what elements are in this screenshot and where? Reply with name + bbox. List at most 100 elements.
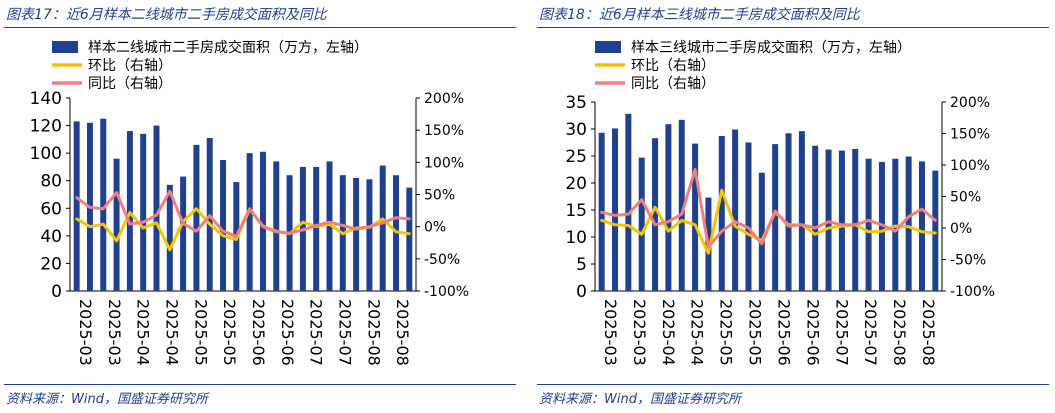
bar: [113, 158, 120, 291]
left-tick-label: 35: [565, 93, 587, 113]
bar: [812, 145, 819, 291]
bar: [73, 121, 80, 291]
right-tick-label: -100%: [950, 284, 995, 300]
x-tick-label: 2025-08: [919, 299, 938, 366]
x-tick-label: 2025-05: [191, 299, 210, 366]
left-tick-label: 20: [565, 174, 587, 194]
x-tick-label: 2025-08: [890, 299, 909, 366]
bar: [246, 153, 253, 291]
right-tick-label: 0%: [424, 220, 446, 236]
x-tick-label: 2025-04: [688, 299, 707, 366]
bar: [313, 166, 320, 291]
bar: [273, 161, 280, 291]
bar: [745, 142, 752, 291]
legend-label: 样本二线城市二手房成交面积（万方，左轴）: [88, 39, 368, 56]
x-tick-label: 2025-06: [249, 299, 268, 366]
title-rule: [4, 27, 516, 28]
bar: [785, 133, 792, 291]
bar: [852, 148, 859, 291]
right-tick-label: 50%: [424, 188, 455, 204]
bar: [798, 131, 805, 291]
left-tick-label: 30: [565, 120, 587, 140]
legend-label: 同比（右轴）: [631, 76, 715, 92]
right-tick-label: 100%: [950, 158, 990, 174]
chart-panel-right: 图表18：近6月样本三线城市二手房成交面积及同比 0 5 10 15 20 25 30 35 -…: [533, 0, 1053, 413]
left-tick-label: 25: [565, 147, 587, 167]
legend-label: 环比（右轴）: [88, 58, 172, 74]
x-tick-label: 2025-07: [335, 299, 354, 366]
bar: [718, 136, 725, 291]
chart-panel-left: 图表17：近6月样本二线城市二手房成交面积及同比 0 20 40 60 80 100 120…: [0, 0, 520, 413]
bar: [638, 157, 645, 291]
legend-label: 同比（右轴）: [88, 76, 172, 92]
right-tick-label: 200%: [950, 95, 990, 111]
left-tick-label: 15: [565, 201, 587, 221]
yoy-line: [75, 189, 411, 238]
x-tick-label: 2025-08: [364, 299, 383, 366]
x-tick-label: 2025-07: [832, 299, 851, 366]
left-tick-label: 0: [51, 282, 62, 302]
left-tick-label: 10: [565, 228, 587, 248]
bar: [612, 128, 619, 291]
x-tick-label: 2025-03: [601, 299, 620, 366]
bar: [366, 179, 373, 291]
left-tick-label: 0: [576, 282, 587, 302]
x-tick-label: 2025-03: [76, 299, 95, 366]
left-tick-label: 120: [30, 117, 62, 137]
bar: [193, 144, 200, 291]
left-tick-label: 20: [40, 254, 62, 274]
bar: [259, 151, 266, 291]
bar: [326, 161, 333, 291]
bar: [692, 143, 699, 291]
x-tick-label: 2025-03: [630, 299, 649, 366]
x-tick-label: 2025-06: [774, 299, 793, 366]
right-tick-label: 100%: [424, 155, 464, 171]
legend-swatch-bar: [52, 41, 78, 53]
bar: [166, 184, 173, 291]
bar: [625, 113, 632, 291]
yoy-line: [600, 167, 937, 249]
left-tick-label: 5: [576, 255, 587, 275]
bar: [905, 156, 912, 291]
x-tick-label: 2025-04: [659, 299, 678, 366]
legend-swatch-bar: [595, 41, 621, 53]
right-tick-label: -50%: [950, 253, 986, 269]
bar: [140, 133, 147, 291]
bar: [932, 170, 939, 291]
chart-left-svg: 0 20 40 60 80 100 120 140 -100% -50% 0% 50% 100% 150%…: [30, 39, 470, 366]
source-note: 资料来源：Wind，国盛证券研究所: [6, 392, 208, 407]
x-tick-label: 2025-05: [717, 299, 736, 366]
source-rule: [4, 384, 516, 385]
x-tick-label: 2025-04: [134, 299, 153, 366]
right-tick-label: 0%: [950, 221, 972, 237]
chart-right-svg: 0 5 10 15 20 25 30 35 -100% -50% 0% 50% 100% 150% 200%…: [565, 39, 995, 366]
right-tick-label: -100%: [424, 284, 469, 300]
left-tick-label: 140: [30, 89, 62, 109]
bar: [772, 144, 779, 291]
legend-label: 样本三线城市二手房成交面积（万方，左轴）: [631, 39, 911, 56]
right-tick-label: 150%: [424, 123, 464, 139]
bar: [353, 177, 360, 291]
right-tick-label: 150%: [950, 127, 990, 143]
bar: [379, 165, 386, 291]
title-rule: [537, 27, 1049, 28]
x-tick-label: 2025-08: [393, 299, 412, 366]
bar: [665, 124, 672, 291]
x-tick-label: 2025-03: [105, 299, 124, 366]
bar: [865, 158, 872, 291]
x-tick-label: 2025-06: [803, 299, 822, 366]
bar: [406, 187, 413, 291]
bar: [100, 118, 107, 291]
x-tick-label: 2025-05: [746, 299, 765, 366]
chart-title: 图表18：近6月样本三线城市二手房成交面积及同比: [539, 7, 860, 23]
mom-line: [600, 188, 937, 255]
bar: [678, 119, 685, 291]
x-tick-label: 2025-07: [307, 299, 326, 366]
x-tick-label: 2025-05: [220, 299, 239, 366]
bar: [918, 161, 925, 291]
bar: [220, 160, 227, 291]
legend-label: 环比（右轴）: [631, 58, 715, 74]
right-tick-label: 50%: [950, 190, 981, 206]
bar: [758, 172, 765, 291]
bar: [180, 176, 187, 291]
